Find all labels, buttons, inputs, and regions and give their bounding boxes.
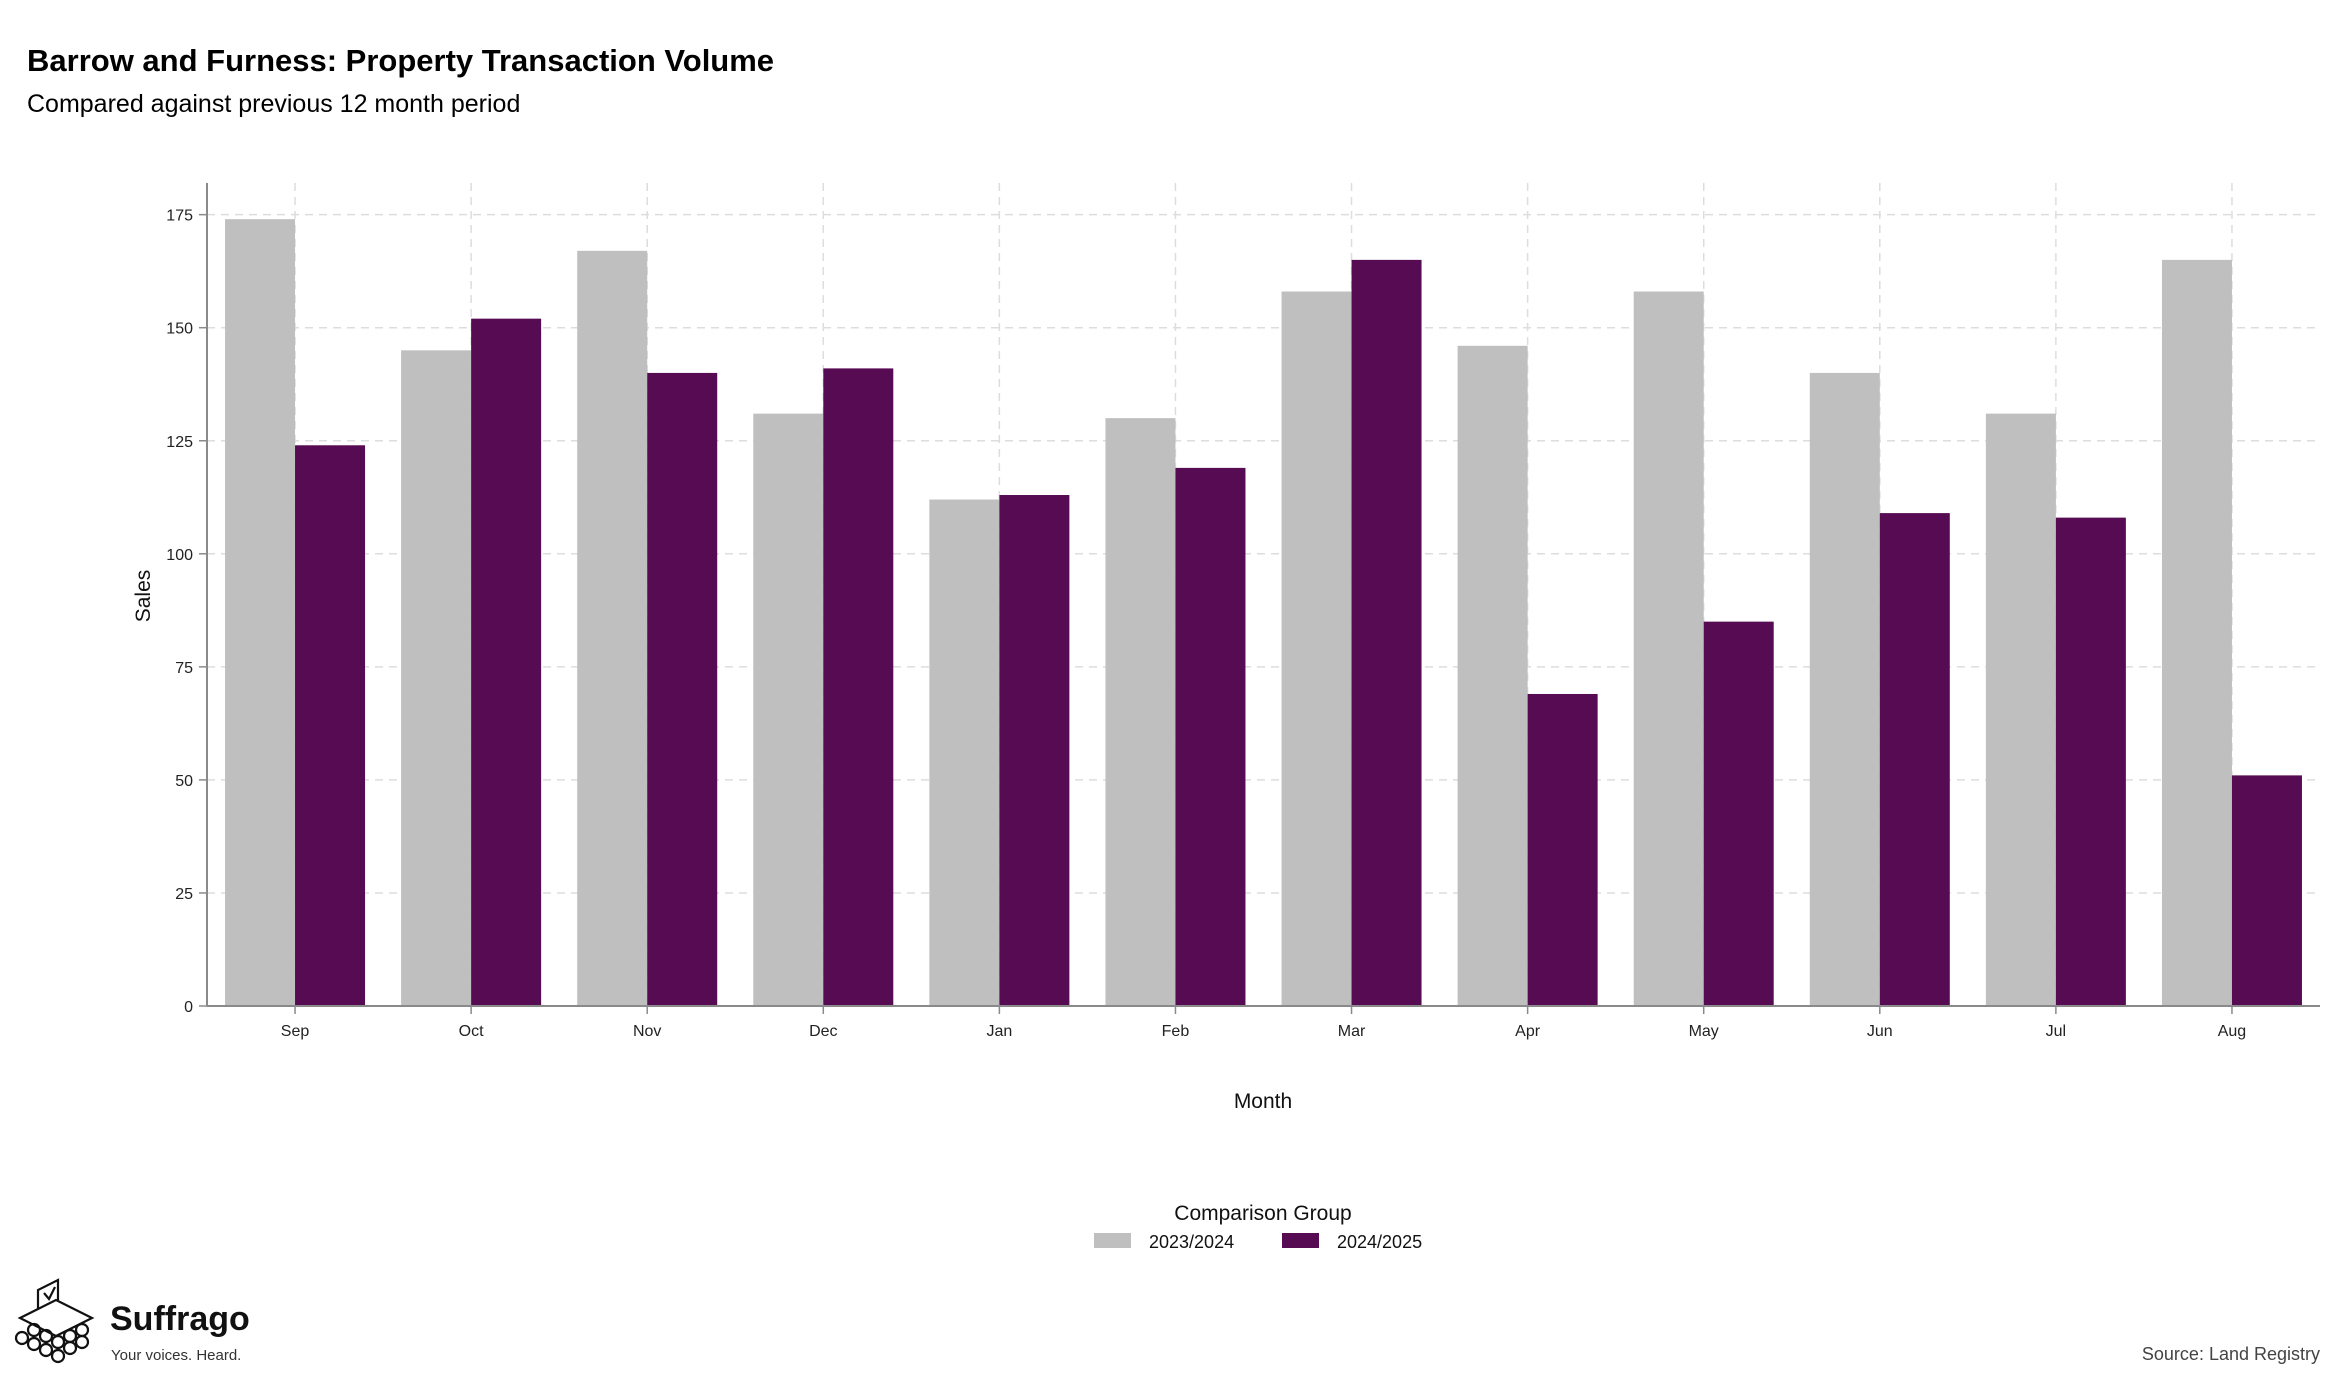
- y-tick-label: 175: [166, 208, 193, 225]
- x-tick-label: Sep: [281, 1023, 310, 1040]
- ballot-box-icon: [14, 1278, 95, 1364]
- bar-2024-2025-sep: [295, 445, 366, 1006]
- x-tick-label: Nov: [633, 1023, 661, 1040]
- bar-2023-2024-sep: [225, 219, 296, 1006]
- legend-swatch-2024-2025: [1282, 1233, 1319, 1248]
- y-tick-label: 125: [166, 434, 193, 451]
- bar-2024-2025-mar: [1351, 259, 1422, 1006]
- x-tick-label: Feb: [1162, 1023, 1190, 1040]
- y-tick-label: 75: [175, 660, 193, 677]
- y-tick-label: 25: [175, 886, 193, 903]
- x-tick-label: Jan: [986, 1023, 1012, 1040]
- axes: [206, 183, 2320, 1007]
- x-ticks: Sep Oct Nov Dec Jan Feb Mar Apr May Jun Jul Aug: [281, 1006, 2246, 1040]
- chart-subtitle: Compared against previous 12 month perio…: [27, 90, 520, 118]
- bar-2024-2025-nov: [647, 372, 718, 1006]
- bars: [225, 219, 2302, 1007]
- bar-2023-2024-mar: [1281, 291, 1352, 1006]
- brand-logo: Suffrago Your voices. Heard.: [14, 1278, 250, 1364]
- source-note: Source: Land Registry: [2142, 1344, 2320, 1364]
- y-ticks: 0 25 50 75 100 125 150 175: [166, 208, 207, 1016]
- bar-2024-2025-jun: [1879, 513, 1950, 1006]
- bar-2023-2024-feb: [1105, 418, 1176, 1007]
- bar-2024-2025-jan: [999, 495, 1070, 1006]
- bar-2023-2024-jun: [1809, 372, 1880, 1006]
- bar-2023-2024-apr: [1457, 345, 1528, 1006]
- bar-2023-2024-may: [1633, 291, 1704, 1006]
- bar-2023-2024-nov: [577, 250, 648, 1007]
- x-tick-label: Jul: [2046, 1023, 2066, 1040]
- x-tick-label: Oct: [459, 1023, 484, 1040]
- bar-2023-2024-dec: [753, 413, 824, 1007]
- bar-2024-2025-may: [1703, 621, 1774, 1006]
- chart-title: Barrow and Furness: Property Transaction…: [27, 43, 774, 78]
- bar-2023-2024-oct: [401, 350, 472, 1006]
- legend-title: Comparison Group: [1174, 1202, 1351, 1225]
- y-tick-label: 50: [175, 773, 193, 790]
- bar-2023-2024-jan: [929, 499, 1000, 1006]
- bar-2024-2025-apr: [1527, 693, 1598, 1006]
- bar-2024-2025-jul: [2055, 517, 2126, 1006]
- y-tick-label: 0: [184, 999, 193, 1016]
- bar-2024-2025-feb: [1175, 467, 1246, 1006]
- x-tick-label: Jun: [1867, 1023, 1893, 1040]
- x-tick-label: Dec: [809, 1023, 837, 1040]
- y-axis-title: Sales: [132, 570, 155, 623]
- bar-2024-2025-oct: [471, 318, 542, 1007]
- bar-2024-2025-dec: [823, 368, 894, 1006]
- y-tick-label: 150: [166, 321, 193, 338]
- legend: Comparison Group 2023/2024 2024/2025: [1094, 1202, 1422, 1252]
- x-axis-title: Month: [1234, 1090, 1292, 1113]
- bar-2024-2025-aug: [2231, 775, 2302, 1006]
- x-tick-label: Aug: [2218, 1023, 2246, 1040]
- x-tick-label: May: [1689, 1023, 1719, 1040]
- x-tick-label: Mar: [1338, 1023, 1366, 1040]
- legend-label-2023-2024: 2023/2024: [1149, 1232, 1234, 1252]
- legend-swatch-2023-2024: [1094, 1233, 1131, 1248]
- x-tick-label: Apr: [1515, 1023, 1541, 1040]
- legend-label-2024-2025: 2024/2025: [1337, 1232, 1422, 1252]
- bar-2023-2024-jul: [1985, 413, 2056, 1007]
- brand-name: Suffrago: [110, 1300, 250, 1338]
- y-tick-label: 100: [166, 547, 193, 564]
- bar-2023-2024-aug: [2161, 259, 2232, 1006]
- brand-tagline: Your voices. Heard.: [111, 1347, 241, 1364]
